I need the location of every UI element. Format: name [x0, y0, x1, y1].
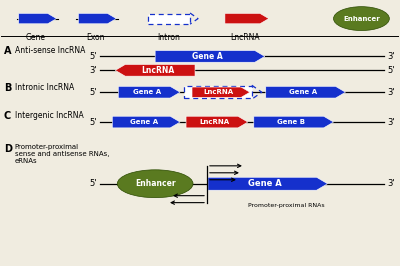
Polygon shape [208, 177, 328, 190]
Text: C: C [4, 111, 11, 121]
Polygon shape [19, 13, 56, 24]
Text: Gene A: Gene A [289, 89, 317, 95]
Text: Gene A: Gene A [133, 89, 161, 95]
Text: Promoter-proximal RNAs: Promoter-proximal RNAs [248, 203, 324, 208]
Text: Gene A: Gene A [192, 52, 223, 61]
Text: Intronic lncRNA: Intronic lncRNA [15, 83, 74, 92]
Text: Gene: Gene [26, 32, 46, 41]
Text: B: B [4, 83, 11, 93]
Text: Intergenic lncRNA: Intergenic lncRNA [15, 111, 83, 120]
Polygon shape [78, 13, 116, 24]
Text: Gene A: Gene A [130, 119, 158, 125]
Text: Gene B: Gene B [277, 119, 305, 125]
Text: LncRNA: LncRNA [141, 66, 174, 75]
Text: 5': 5' [90, 179, 97, 188]
Text: 5': 5' [90, 118, 97, 127]
Polygon shape [115, 65, 195, 76]
Text: Exon: Exon [86, 32, 105, 41]
Text: Intron: Intron [158, 32, 180, 41]
Text: 3': 3' [387, 179, 395, 188]
Text: LncRNA: LncRNA [230, 32, 260, 41]
Text: D: D [4, 144, 12, 154]
Polygon shape [112, 116, 180, 128]
Ellipse shape [334, 7, 389, 31]
Polygon shape [266, 86, 346, 98]
Text: Gene A: Gene A [248, 179, 282, 188]
Polygon shape [225, 13, 269, 24]
Ellipse shape [117, 170, 193, 198]
Text: LncRNA: LncRNA [200, 119, 230, 125]
Polygon shape [118, 86, 180, 98]
Text: 3': 3' [387, 52, 395, 61]
Polygon shape [192, 87, 250, 97]
Polygon shape [254, 116, 334, 128]
Polygon shape [155, 51, 265, 62]
Text: Enhancer: Enhancer [135, 179, 176, 188]
Text: Enhancer: Enhancer [343, 16, 380, 22]
Polygon shape [186, 116, 248, 128]
Text: Promoter-proximal
sense and antisense RNAs,
eRNAs: Promoter-proximal sense and antisense RN… [15, 144, 109, 164]
Text: 5': 5' [387, 66, 395, 75]
Text: 5': 5' [90, 88, 97, 97]
Text: A: A [4, 47, 11, 56]
Text: Anti-sense lncRNA: Anti-sense lncRNA [15, 47, 85, 55]
Text: 3': 3' [90, 66, 97, 75]
Text: 5': 5' [90, 52, 97, 61]
Bar [184, 86, 252, 98]
Bar [148, 14, 190, 23]
Text: 3': 3' [387, 118, 395, 127]
Text: 3': 3' [387, 88, 395, 97]
Text: LncRNA: LncRNA [204, 89, 234, 95]
